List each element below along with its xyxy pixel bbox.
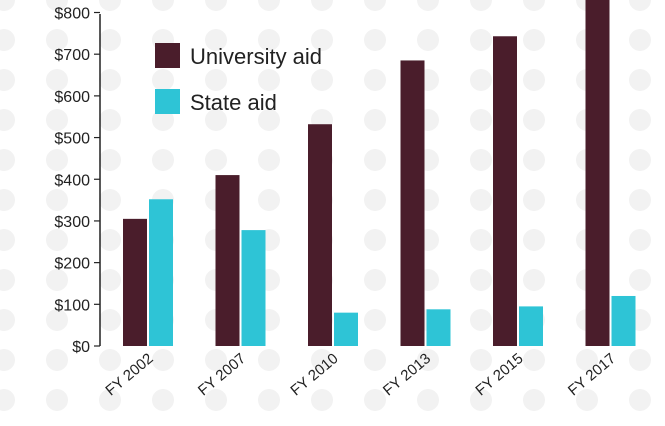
bar-state-aid [519, 306, 543, 346]
y-tick-label: $200 [54, 256, 90, 273]
bars [123, 0, 636, 347]
legend: University aid State aid [155, 43, 322, 115]
bar-state-aid [149, 199, 173, 346]
legend-label: State aid [190, 90, 277, 115]
y-tick-label: $100 [54, 297, 90, 314]
bar-university-aid [400, 60, 425, 347]
y-tick-label: $800 [54, 6, 90, 23]
bar-state-aid [611, 295, 636, 346]
legend-swatch [155, 89, 180, 114]
y-tick-label: $0 [72, 339, 90, 356]
y-tick-label: $500 [54, 131, 90, 148]
bar-state-aid [334, 312, 358, 346]
bar-university-aid [308, 124, 332, 347]
legend-swatch [155, 43, 180, 68]
bar-university-aid [585, 0, 610, 347]
bar-state-aid [426, 309, 451, 346]
y-tick-label: $400 [54, 172, 90, 189]
bar-university-aid [493, 36, 517, 347]
legend-label: University aid [190, 44, 322, 69]
y-tick-label: $300 [54, 214, 90, 231]
y-axis: $0 $100 $200 $300 $400 $500 $600 $700 $800 [54, 6, 101, 356]
bar-university-aid [123, 218, 147, 346]
y-tick-label: $600 [54, 89, 90, 106]
bar-university-aid [215, 175, 240, 346]
y-tick-label: $700 [54, 47, 90, 64]
bar-state-aid [241, 230, 266, 346]
